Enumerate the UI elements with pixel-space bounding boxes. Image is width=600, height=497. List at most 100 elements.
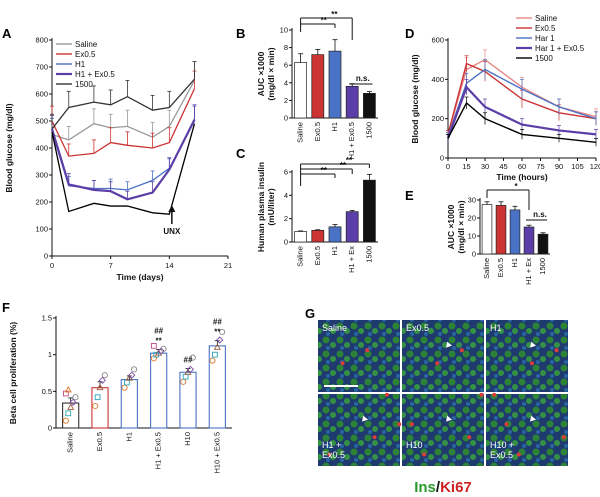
panel-a-legend-entry: Ex0.5 bbox=[75, 50, 96, 59]
panel-b-y-tick-label: 6 bbox=[284, 61, 288, 70]
panel-a-series-line bbox=[51, 80, 196, 141]
panel-e-y-tick-label: 0 bbox=[472, 250, 476, 259]
panel-a-legend-entry: 1500 bbox=[75, 80, 93, 89]
panel-e-bar bbox=[481, 204, 493, 255]
panel-f-category-label: Ex0.5 bbox=[95, 432, 104, 451]
panel-f-data-point bbox=[94, 394, 101, 401]
panel-g-micrograph-tile bbox=[402, 320, 484, 392]
panel-d-legend-entry: Har 1 bbox=[535, 34, 555, 43]
panel-f-data-point bbox=[219, 328, 226, 335]
panel-c-bar bbox=[328, 226, 342, 243]
panel-b-bar-chart: 0 2 4 6 8 10 Saline Ex0.5 H1 H1 + Ex0.5 1500 AUC ×1… bbox=[256, 10, 378, 159]
panel-f-bar bbox=[91, 387, 109, 429]
panel-e-category-label: H1 + Ex bbox=[524, 258, 533, 285]
panel-a-y-tick-label: 0 bbox=[44, 252, 48, 261]
panel-f-bar bbox=[150, 352, 168, 429]
panel-e-y-label: AUC ×1000(mg/dl × min) bbox=[446, 200, 466, 253]
panel-d-series-line bbox=[446, 85, 597, 139]
panel-f-data-point bbox=[212, 351, 218, 358]
panel-c-category-label: H1 + Ex bbox=[347, 246, 356, 273]
panel-c-bar bbox=[311, 229, 325, 243]
panel-b-category-label: H1 + Ex0.5 bbox=[347, 122, 356, 159]
panel-g-ki67-nucleus bbox=[327, 452, 332, 457]
panel-g-ki67-nucleus bbox=[516, 452, 521, 457]
panel-g-micrograph-tile bbox=[318, 320, 400, 392]
panel-g-tile-label: H10 + Ex0.5 bbox=[490, 440, 514, 460]
panel-f-data-point bbox=[157, 347, 165, 355]
panel-g-ki67-nucleus bbox=[504, 422, 509, 427]
panel-f-data-point bbox=[62, 417, 69, 424]
panel-e-bar-chart: 0 10 20 30 Saline Ex0.5 H1 H1 + Ex 1500 AUC ×1000… bbox=[446, 182, 550, 285]
panel-e-y-tick-label: 10 bbox=[468, 232, 476, 241]
panel-d-series-line bbox=[447, 101, 597, 143]
panel-g-tile-label: Saline bbox=[322, 323, 347, 333]
panel-label-c: C bbox=[236, 146, 246, 161]
panel-f-data-point bbox=[153, 351, 160, 358]
panel-a-y-tick-label: 500 bbox=[35, 117, 48, 126]
panel-f-y-tick-label: 0 bbox=[48, 424, 52, 433]
panel-a-y-tick-label: 200 bbox=[35, 198, 48, 207]
panel-b-bar bbox=[363, 93, 376, 119]
panel-f-data-point bbox=[209, 357, 216, 364]
panel-a-y-tick-label: 100 bbox=[35, 225, 48, 234]
panel-f-significance: ** bbox=[156, 337, 163, 346]
panel-c-y-tick-label: 4 bbox=[284, 191, 288, 200]
panel-f-bar-chart: 0 0.5 1 1.5 Saline Ex0.5 H1 H1 + Ex0.5 H10 H10 + … bbox=[8, 314, 232, 473]
panel-label-e: E bbox=[405, 188, 414, 203]
panel-f-data-point bbox=[160, 345, 167, 352]
panel-g-micrograph-tile bbox=[486, 394, 568, 466]
panel-d-y-label: Blood glucose (mg/dl) bbox=[410, 54, 420, 143]
panel-f-data-point bbox=[213, 343, 221, 350]
panel-c-category-label: Ex0.5 bbox=[313, 246, 322, 265]
panel-b-bar bbox=[328, 50, 342, 119]
panel-f-data-point bbox=[131, 366, 138, 373]
panel-label-d: D bbox=[405, 26, 414, 41]
panel-g-stain-legend-part: Ki67 bbox=[440, 479, 472, 496]
panel-b-category-label: Ex0.5 bbox=[313, 122, 322, 141]
panel-f-data-point bbox=[186, 365, 195, 373]
panel-b-significance: ** bbox=[321, 16, 328, 25]
panel-g-arrowhead bbox=[530, 415, 537, 422]
panel-d-series-line bbox=[447, 68, 597, 137]
panel-e-category-label: H1 bbox=[510, 258, 519, 268]
panel-b-bar bbox=[345, 85, 359, 119]
panel-e-significance: n.s. bbox=[533, 210, 547, 219]
panel-f-bar bbox=[179, 371, 197, 429]
panel-d-x-tick-label: 60 bbox=[518, 162, 526, 171]
panel-c-category-label: H1 bbox=[330, 246, 339, 256]
panel-b-category-label: Saline bbox=[296, 122, 305, 143]
panel-g-arrowhead bbox=[530, 341, 537, 348]
panel-g-tile-label: H10 bbox=[406, 440, 423, 450]
panel-b-y-label: AUC ×1000(mg/dl × min) bbox=[256, 47, 276, 100]
panel-f-y-tick-label: 1.5 bbox=[42, 314, 52, 323]
panel-g-stain-legend-part: / bbox=[436, 479, 441, 496]
panel-f-significance: ## bbox=[154, 327, 163, 336]
panel-g-ki67-nucleus bbox=[384, 392, 389, 397]
panel-f-data-point bbox=[189, 354, 196, 361]
panel-c-y-tick-label: 2 bbox=[284, 214, 288, 223]
panel-f-significance: ** bbox=[214, 328, 221, 337]
panel-f-category-label: Saline bbox=[66, 432, 75, 453]
panel-d-x-tick-label: 75 bbox=[536, 162, 544, 171]
panel-a-x-tick-label: 7 bbox=[109, 261, 113, 270]
panel-g-micrograph-tile bbox=[318, 394, 400, 466]
panel-a-x-tick-label: 21 bbox=[224, 261, 232, 270]
panel-c-bar-chart: 0 2 4 6 Saline Ex0.5 H1 H1 + Ex 1500 Human plasma… bbox=[256, 156, 378, 273]
panel-e-category-label: Saline bbox=[482, 258, 491, 279]
panel-d-y-tick-label: 400 bbox=[431, 75, 444, 84]
panel-a-y-label: Blood glucose (mg/dl) bbox=[4, 103, 14, 192]
panel-f-y-tick-label: 1 bbox=[48, 350, 52, 359]
panel-g-stain-legend: Ins/Ki67 bbox=[414, 479, 472, 496]
panel-f-data-point bbox=[72, 394, 79, 401]
panel-c-significance: ** bbox=[340, 161, 347, 170]
panel-d-x-tick-label: 90 bbox=[555, 162, 563, 171]
panel-g-ki67-nucleus bbox=[467, 435, 472, 440]
panel-g-micrograph-tile bbox=[486, 320, 568, 392]
panel-g-ki67-nucleus bbox=[561, 435, 566, 440]
panel-c-category-label: Saline bbox=[296, 246, 305, 267]
panel-g-arrowhead bbox=[446, 341, 453, 348]
panel-g-tile-label: H1 + Ex0.5 bbox=[322, 440, 345, 460]
panel-e-category-label: 1500 bbox=[538, 258, 547, 275]
panel-f-data-point bbox=[96, 383, 104, 391]
